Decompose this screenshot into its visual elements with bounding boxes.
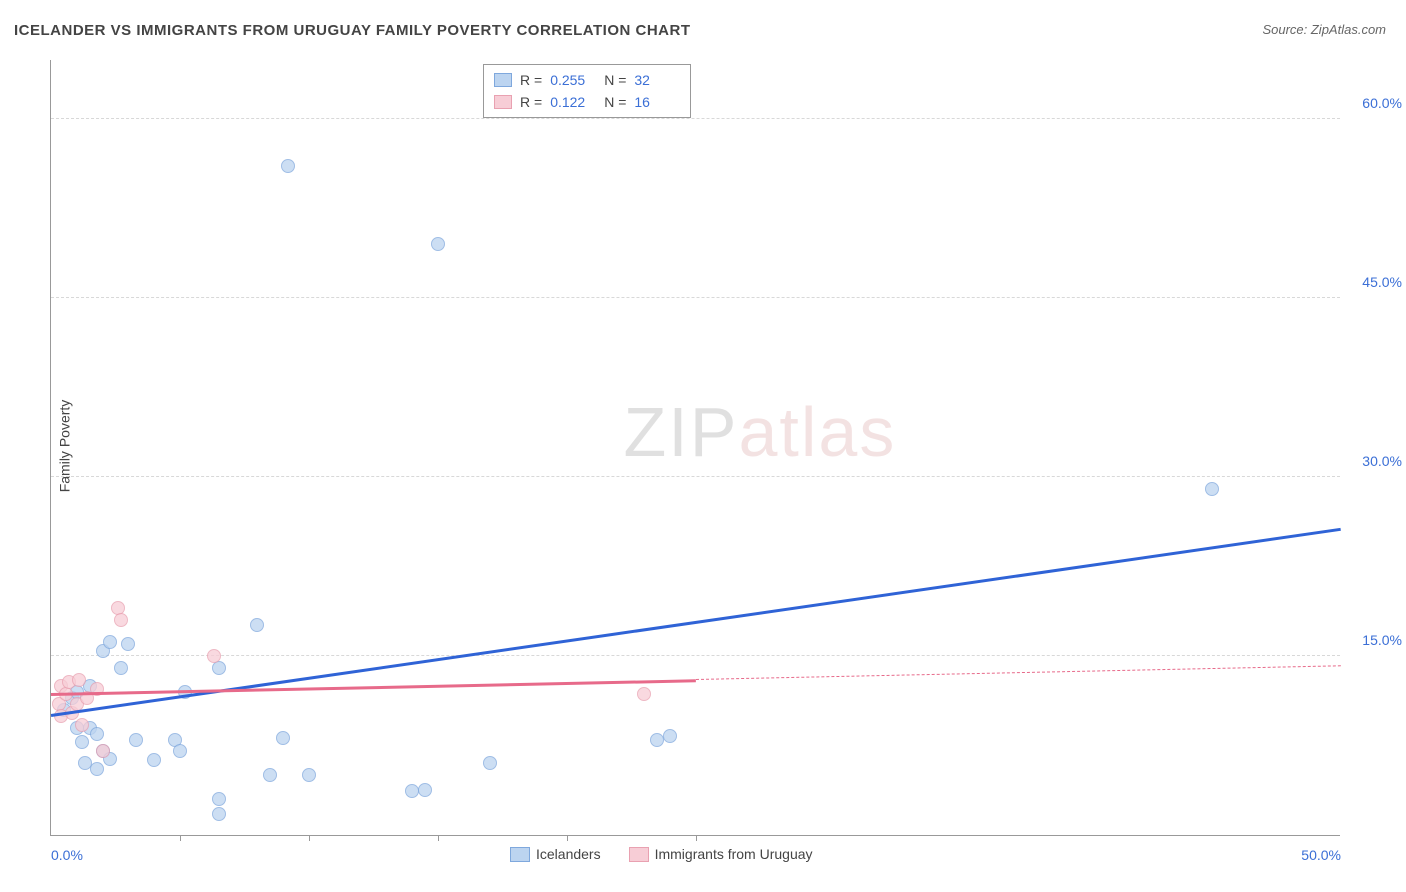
y-tick-label: 15.0% [1362,632,1402,648]
chart-title: ICELANDER VS IMMIGRANTS FROM URUGUAY FAM… [14,22,691,39]
scatter-point-icelanders [114,661,128,675]
scatter-point-icelanders [129,733,143,747]
x-tick-mark [180,835,181,841]
scatter-point-uruguay [72,673,86,687]
legend-swatch [494,95,512,109]
legend-r-label: R = [520,91,542,113]
legend-r-value: 0.255 [550,69,596,91]
legend-r-label: R = [520,69,542,91]
legend-row-uruguay: R = 0.122 N = 16 [494,91,680,113]
legend-swatch [510,847,530,862]
gridline [51,476,1340,477]
scatter-point-icelanders [431,237,445,251]
scatter-point-icelanders [418,783,432,797]
zipatlas-watermark: ZIPatlas [624,392,897,472]
source-attribution: Source: ZipAtlas.com [1262,22,1386,37]
scatter-plot-area: ZIPatlas R =0.255N =32R =0.122N =16 15.0… [50,60,1340,836]
y-tick-label: 30.0% [1362,453,1402,469]
scatter-point-icelanders [1205,482,1219,496]
legend-series-name: Immigrants from Uruguay [655,846,813,862]
scatter-point-icelanders [103,635,117,649]
watermark-atlas: atlas [738,393,896,471]
scatter-point-uruguay [207,649,221,663]
scatter-point-uruguay [114,613,128,627]
legend-n-value: 16 [634,91,680,113]
scatter-point-icelanders [250,618,264,632]
x-tick-mark [438,835,439,841]
scatter-point-icelanders [281,159,295,173]
scatter-point-icelanders [650,733,664,747]
scatter-point-icelanders [263,768,277,782]
scatter-point-icelanders [405,784,419,798]
y-tick-label: 45.0% [1362,274,1402,290]
gridline [51,118,1340,119]
x-tick-mark [567,835,568,841]
x-tick-label: 0.0% [51,847,83,863]
scatter-point-icelanders [90,727,104,741]
x-tick-mark [309,835,310,841]
scatter-point-icelanders [212,792,226,806]
gridline [51,655,1340,656]
x-tick-label: 50.0% [1301,847,1341,863]
scatter-point-icelanders [147,753,161,767]
y-tick-label: 60.0% [1362,95,1402,111]
legend-series-uruguay: Immigrants from Uruguay [629,846,813,862]
legend-series-name: Icelanders [536,846,601,862]
x-tick-mark [696,835,697,841]
scatter-point-uruguay [637,687,651,701]
scatter-point-icelanders [483,756,497,770]
legend-n-value: 32 [634,69,680,91]
scatter-point-icelanders [663,729,677,743]
watermark-zip: ZIP [624,393,739,471]
gridline [51,297,1340,298]
scatter-point-uruguay [75,718,89,732]
legend-n-label: N = [604,91,626,113]
scatter-point-icelanders [78,756,92,770]
legend-swatch [494,73,512,87]
scatter-point-icelanders [212,807,226,821]
scatter-point-icelanders [302,768,316,782]
scatter-point-icelanders [121,637,135,651]
scatter-point-icelanders [173,744,187,758]
trend-line [696,665,1341,680]
series-legend: Icelanders Immigrants from Uruguay [510,846,813,862]
legend-n-label: N = [604,69,626,91]
legend-r-value: 0.122 [550,91,596,113]
scatter-point-uruguay [96,744,110,758]
legend-swatch [629,847,649,862]
scatter-point-icelanders [212,661,226,675]
legend-row-icelanders: R = 0.255 N = 32 [494,69,680,91]
correlation-legend: R = 0.255 N = 32 R = 0.122 N = 16 [483,64,691,118]
scatter-point-icelanders [90,762,104,776]
scatter-point-icelanders [276,731,290,745]
trend-line [51,679,696,695]
scatter-point-icelanders [75,735,89,749]
legend-series-icelanders: Icelanders [510,846,601,862]
